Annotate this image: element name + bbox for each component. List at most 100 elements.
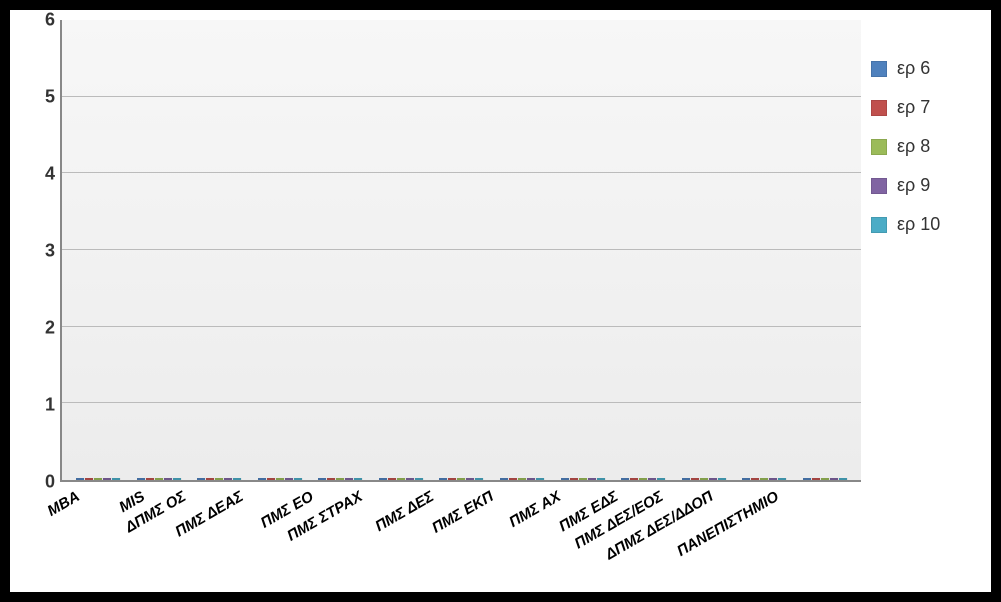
bar-group [492,478,553,480]
bar [206,478,214,480]
bar [579,478,587,480]
legend-label: ερ 10 [897,214,940,235]
bar [500,478,508,480]
bar [137,478,145,480]
bar [821,478,829,480]
legend-item: ερ 10 [871,214,971,235]
legend-label: ερ 7 [897,97,930,118]
bar [406,478,414,480]
bar [285,478,293,480]
legend-swatch [871,139,887,155]
legend: ερ 6 ερ 7 ερ 8 ερ 9 ερ 10 [871,10,991,592]
bar [388,478,396,480]
bar-group [250,478,311,480]
bar [164,478,172,480]
bar [439,478,447,480]
bar [812,478,820,480]
gridline [62,249,861,250]
bar [597,478,605,480]
bar [718,478,726,480]
y-tick-label: 4 [10,164,55,185]
x-tick-label: MBA [60,482,122,592]
bar [700,478,708,480]
bar [76,478,84,480]
legend-item: ερ 6 [871,58,971,79]
bar [682,478,690,480]
bar [769,478,777,480]
bar [648,478,656,480]
bar-group [310,478,371,480]
bar [397,478,405,480]
bar [197,478,205,480]
bar [751,478,759,480]
legend-swatch [871,61,887,77]
bar [294,478,302,480]
gridline [62,326,861,327]
bar [103,478,111,480]
bar [588,478,596,480]
y-tick-label: 5 [10,87,55,108]
x-axis-labels: MBAMISΔΠΜΣ ΟΣΠΜΣ ΔΕΑΣΠΜΣ ΕΟΠΜΣ ΣΤΡΑΧΠΜΣ … [60,482,861,592]
chart-frame: MBAMISΔΠΜΣ ΟΣΠΜΣ ΔΕΑΣΠΜΣ ΕΟΠΜΣ ΣΤΡΑΧΠΜΣ … [0,0,1001,602]
legend-item: ερ 7 [871,97,971,118]
bar [466,478,474,480]
bar [803,478,811,480]
bar [258,478,266,480]
chart-canvas: MBAMISΔΠΜΣ ΟΣΠΜΣ ΔΕΑΣΠΜΣ ΕΟΠΜΣ ΣΤΡΑΧΠΜΣ … [10,10,991,592]
bar [621,478,629,480]
bar [112,478,120,480]
bar [173,478,181,480]
bar [336,478,344,480]
gridline [62,172,861,173]
bar-group [129,478,190,480]
bar-group [794,478,855,480]
bar-group [734,478,795,480]
bar [691,478,699,480]
bar [276,478,284,480]
bar [267,478,275,480]
bar [518,478,526,480]
bar [415,478,423,480]
bar [839,478,847,480]
bar [146,478,154,480]
bar [657,478,665,480]
bar [457,478,465,480]
gridline [62,96,861,97]
legend-label: ερ 8 [897,136,930,157]
bar [233,478,241,480]
bar [354,478,362,480]
legend-swatch [871,100,887,116]
bar [475,478,483,480]
plot-wrap: MBAMISΔΠΜΣ ΟΣΠΜΣ ΔΕΑΣΠΜΣ ΕΟΠΜΣ ΣΤΡΑΧΠΜΣ … [10,10,871,592]
bar-group [68,478,129,480]
legend-label: ερ 9 [897,175,930,196]
legend-item: ερ 9 [871,175,971,196]
x-tick-label: ΠΑΝΕΠΙΣΤΗΜΙΟ [799,482,861,592]
bar [379,478,387,480]
bar [709,478,717,480]
bar [155,478,163,480]
bar-group [189,478,250,480]
bar [215,478,223,480]
bar-group [371,478,432,480]
bar [85,478,93,480]
bar [509,478,517,480]
plot-area [60,20,861,482]
bar-group [673,478,734,480]
bar-group [613,478,674,480]
bar-group [431,478,492,480]
bar [318,478,326,480]
bar [630,478,638,480]
bar [570,478,578,480]
bar [639,478,647,480]
bar [327,478,335,480]
bar [527,478,535,480]
bars-container [62,20,861,480]
y-tick-label: 0 [10,472,55,493]
bar [561,478,569,480]
legend-item: ερ 8 [871,136,971,157]
bar [94,478,102,480]
legend-swatch [871,178,887,194]
bar [742,478,750,480]
bar [778,478,786,480]
